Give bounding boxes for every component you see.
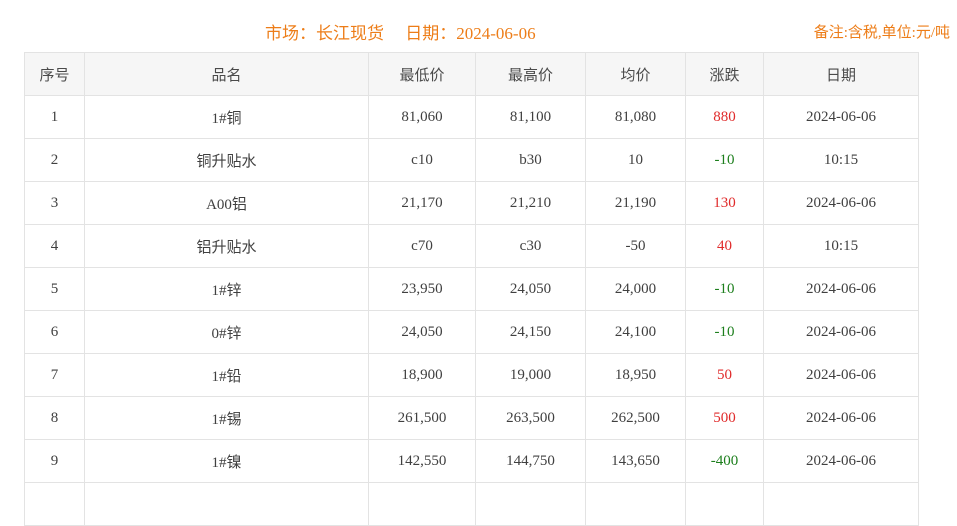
cell-date: 2024-06-06 <box>763 95 919 139</box>
cell-change: 500 <box>685 396 764 440</box>
market-date-title: 市场：长江现货 日期：2024-06-06 <box>265 19 536 44</box>
table-row: 8 1#锡 261,500 263,500 262,500 500 2024-06-06 <box>24 396 919 440</box>
cell-low: c10 <box>368 138 476 182</box>
cell-low: 81,060 <box>368 95 476 139</box>
cell-change: -10 <box>685 138 764 182</box>
column-header-name: 品名 <box>84 52 369 96</box>
cell-high: b30 <box>475 138 586 182</box>
table-row: 3 A00铝 21,170 21,210 21,190 130 2024-06-06 <box>24 181 919 225</box>
cell-avg: 262,500 <box>585 396 686 440</box>
cell-change: -10 <box>685 310 764 354</box>
remark-note: 备注:含税,单位:元/吨 <box>813 25 950 41</box>
table-row: 2 铜升贴水 c10 b30 10 -10 10:15 <box>24 138 919 182</box>
table-row: 7 1#铅 18,900 19,000 18,950 50 2024-06-06 <box>24 353 919 397</box>
table-row-partial <box>24 482 919 526</box>
column-header-avg: 均价 <box>585 52 686 96</box>
cell-name: 1#锌 <box>84 267 369 311</box>
cell-change: 880 <box>685 95 764 139</box>
cell-low: 18,900 <box>368 353 476 397</box>
column-header-high: 最高价 <box>475 52 586 96</box>
cell-name: 0#锌 <box>84 310 369 354</box>
column-header-change: 涨跌 <box>685 52 764 96</box>
cell-name: 1#锡 <box>84 396 369 440</box>
cell-name: 铜升贴水 <box>84 138 369 182</box>
cell-change: -10 <box>685 267 764 311</box>
cell-change: -400 <box>685 439 764 483</box>
cell-date: 10:15 <box>763 138 919 182</box>
cell-empty <box>763 482 919 526</box>
cell-high: 81,100 <box>475 95 586 139</box>
price-table-body: 1 1#铜 81,060 81,100 81,080 880 2024-06-06 2 铜升贴水… <box>24 95 919 526</box>
cell-name: 1#铜 <box>84 95 369 139</box>
cell-high: c30 <box>475 224 586 268</box>
cell-date: 2024-06-06 <box>763 439 919 483</box>
table-row: 9 1#镍 142,550 144,750 143,650 -400 2024-06-06 <box>24 439 919 483</box>
date-label: 日期：2024-06-06 <box>405 24 536 43</box>
cell-index: 7 <box>24 353 85 397</box>
table-row: 4 铝升贴水 c70 c30 -50 40 10:15 <box>24 224 919 268</box>
cell-empty <box>368 482 476 526</box>
cell-avg: 10 <box>585 138 686 182</box>
cell-avg: 24,000 <box>585 267 686 311</box>
cell-date: 2024-06-06 <box>763 267 919 311</box>
cell-date: 2024-06-06 <box>763 181 919 225</box>
cell-change: 130 <box>685 181 764 225</box>
cell-name: 铝升贴水 <box>84 224 369 268</box>
top-header: 市场：长江现货 日期：2024-06-06 备注:含税,单位:元/吨 <box>0 0 957 52</box>
cell-empty <box>685 482 764 526</box>
cell-avg: 21,190 <box>585 181 686 225</box>
cell-high: 19,000 <box>475 353 586 397</box>
cell-date: 10:15 <box>763 224 919 268</box>
cell-name: 1#镍 <box>84 439 369 483</box>
cell-index: 5 <box>24 267 85 311</box>
cell-index: 6 <box>24 310 85 354</box>
table-row: 5 1#锌 23,950 24,050 24,000 -10 2024-06-06 <box>24 267 919 311</box>
cell-low: 24,050 <box>368 310 476 354</box>
cell-date: 2024-06-06 <box>763 396 919 440</box>
cell-low: 261,500 <box>368 396 476 440</box>
price-table: 序号 品名 最低价 最高价 均价 涨跌 日期 1 1#铜 81,060 81,100 8… <box>24 52 919 526</box>
cell-empty <box>475 482 586 526</box>
cell-change: 40 <box>685 224 764 268</box>
cell-low: 142,550 <box>368 439 476 483</box>
column-header-index: 序号 <box>24 52 85 96</box>
cell-high: 24,050 <box>475 267 586 311</box>
cell-avg: 24,100 <box>585 310 686 354</box>
cell-low: c70 <box>368 224 476 268</box>
column-header-low: 最低价 <box>368 52 476 96</box>
cell-avg: -50 <box>585 224 686 268</box>
cell-index: 3 <box>24 181 85 225</box>
cell-empty <box>24 482 85 526</box>
cell-low: 21,170 <box>368 181 476 225</box>
cell-avg: 143,650 <box>585 439 686 483</box>
cell-high: 21,210 <box>475 181 586 225</box>
cell-name: A00铝 <box>84 181 369 225</box>
header-row: 序号 品名 最低价 最高价 均价 涨跌 日期 <box>24 52 919 96</box>
market-label: 市场：长江现货 <box>265 24 384 43</box>
table-row: 6 0#锌 24,050 24,150 24,100 -10 2024-06-06 <box>24 310 919 354</box>
cell-date: 2024-06-06 <box>763 353 919 397</box>
cell-index: 4 <box>24 224 85 268</box>
cell-index: 2 <box>24 138 85 182</box>
cell-avg: 18,950 <box>585 353 686 397</box>
cell-empty <box>585 482 686 526</box>
cell-high: 144,750 <box>475 439 586 483</box>
cell-high: 24,150 <box>475 310 586 354</box>
cell-high: 263,500 <box>475 396 586 440</box>
cell-index: 1 <box>24 95 85 139</box>
cell-date: 2024-06-06 <box>763 310 919 354</box>
cell-index: 8 <box>24 396 85 440</box>
cell-name: 1#铅 <box>84 353 369 397</box>
column-header-date: 日期 <box>763 52 919 96</box>
cell-empty <box>84 482 369 526</box>
cell-low: 23,950 <box>368 267 476 311</box>
cell-change: 50 <box>685 353 764 397</box>
price-table-head: 序号 品名 最低价 最高价 均价 涨跌 日期 <box>24 52 919 96</box>
table-row: 1 1#铜 81,060 81,100 81,080 880 2024-06-06 <box>24 95 919 139</box>
cell-index: 9 <box>24 439 85 483</box>
cell-avg: 81,080 <box>585 95 686 139</box>
